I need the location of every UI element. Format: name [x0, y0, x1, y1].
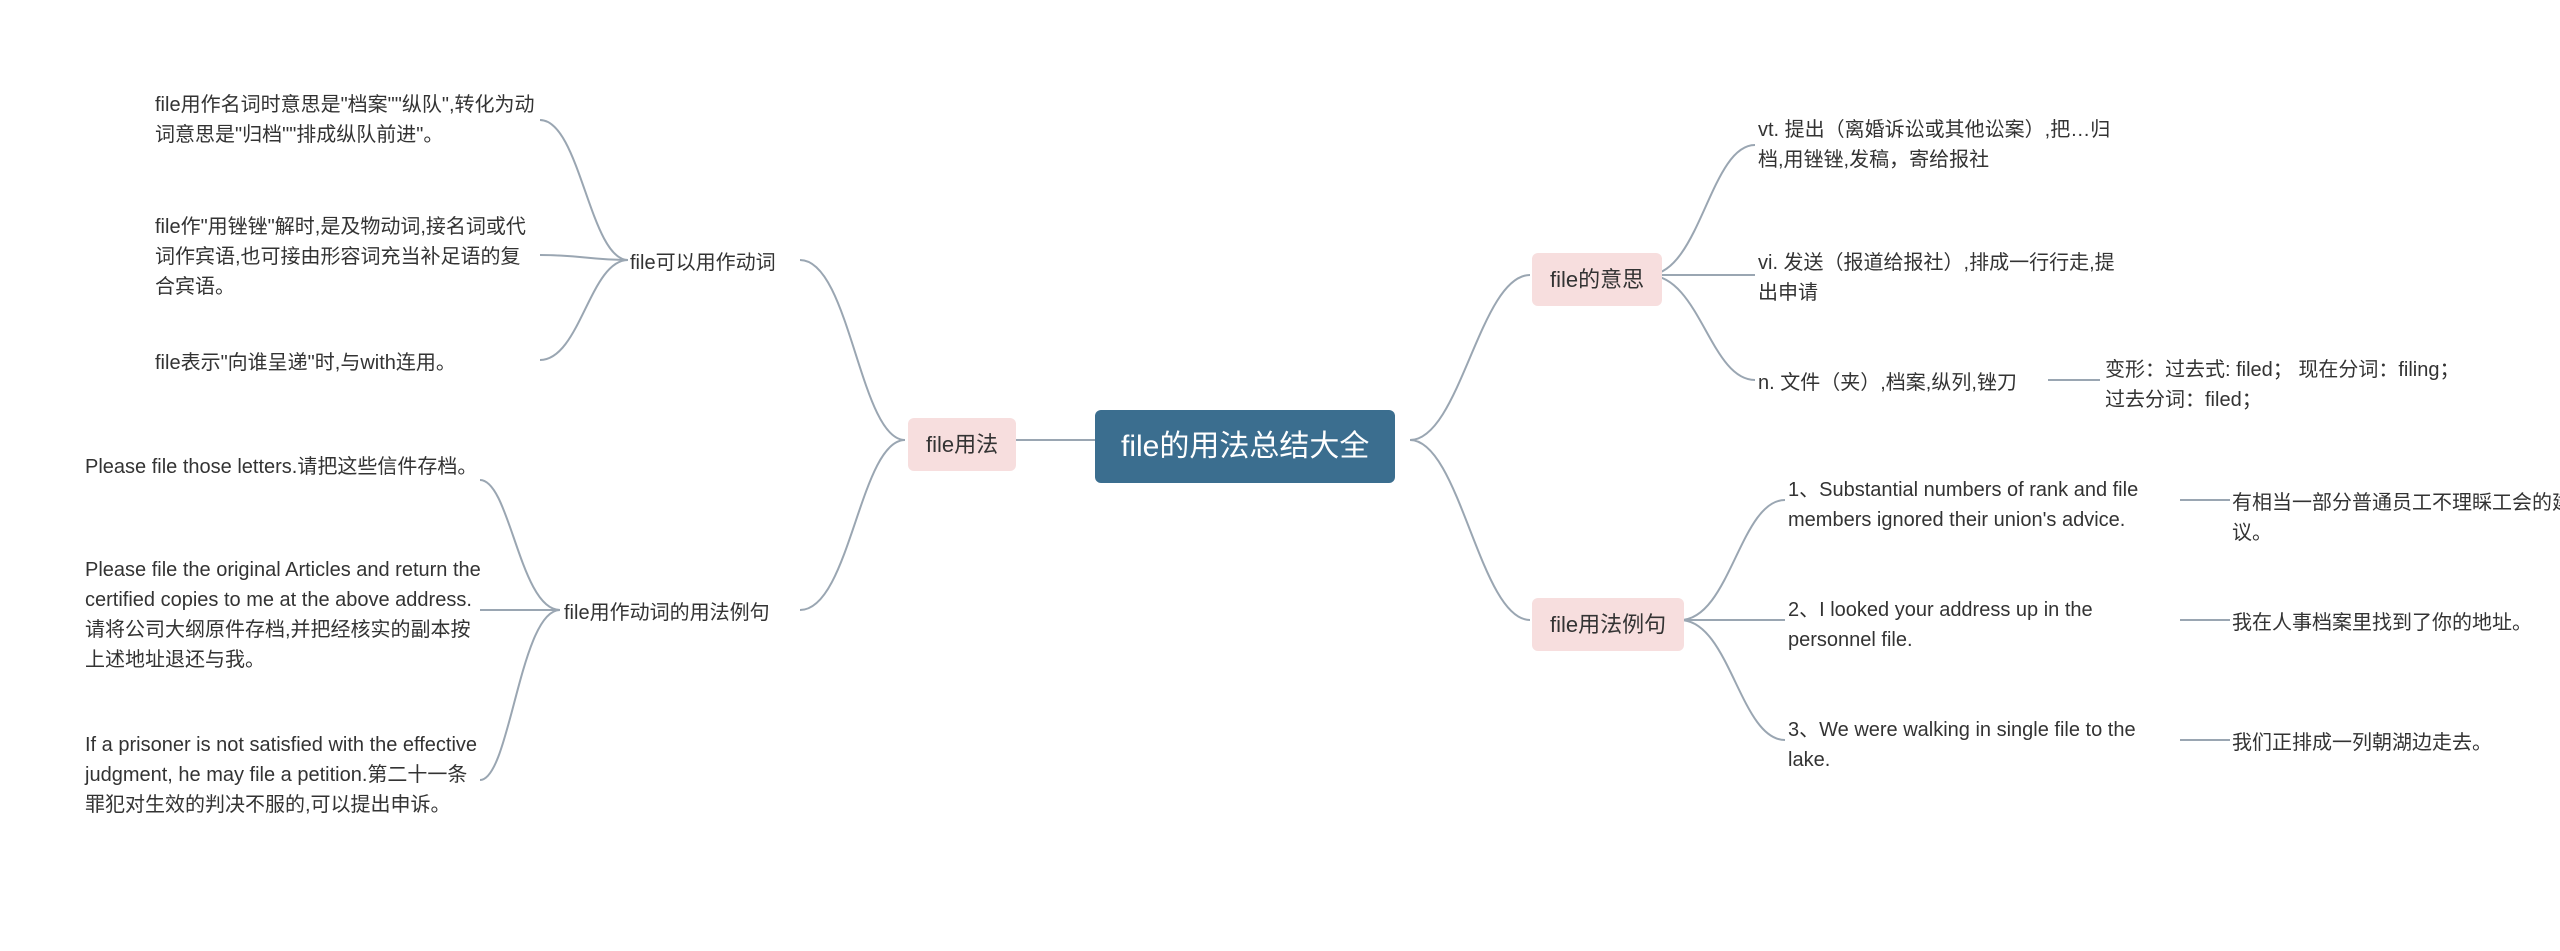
root-node[interactable]: file的用法总结大全 — [1095, 410, 1395, 483]
leaf-usage-verb-3: file表示"向谁呈递"时,与with连用。 — [155, 348, 535, 378]
leaf-meaning-n-extra: 变形：过去式: filed； 现在分词：filing； 过去分词：filed； — [2105, 355, 2485, 415]
leaf-meaning-vi: vi. 发送（报道给报社）,排成一行行走,提出申请 — [1758, 248, 2118, 308]
sub-usage-examples[interactable]: file用作动词的用法例句 — [564, 598, 770, 628]
leaf-usage-verb-1: file用作名词时意思是"档案""纵队",转化为动词意思是"归档""排成纵队前进… — [155, 90, 535, 150]
leaf-usage-ex-1: Please file those letters.请把这些信件存档。 — [85, 452, 485, 482]
leaf-ex-3-extra: 我们正排成一列朝湖边走去。 — [2232, 728, 2560, 758]
sub-usage-verb[interactable]: file可以用作动词 — [630, 248, 776, 278]
leaf-meaning-n: n. 文件（夹）,档案,纵列,锉刀 — [1758, 368, 2017, 398]
leaf-ex-1-extra: 有相当一部分普通员工不理睬工会的建议。 — [2232, 488, 2560, 548]
leaf-ex-1: 1、Substantial numbers of rank and file m… — [1788, 475, 2178, 535]
leaf-usage-ex-2: Please file the original Articles and re… — [85, 555, 485, 675]
branch-usage[interactable]: file用法 — [908, 418, 1016, 471]
leaf-usage-verb-2: file作"用锉锉"解时,是及物动词,接名词或代词作宾语,也可接由形容词充当补足… — [155, 212, 535, 302]
leaf-usage-ex-3: If a prisoner is not satisfied with the … — [85, 730, 485, 820]
branch-meaning[interactable]: file的意思 — [1532, 253, 1662, 306]
leaf-ex-2: 2、I looked your address up in the person… — [1788, 595, 2178, 655]
leaf-meaning-vt: vt. 提出（离婚诉讼或其他讼案）,把…归档,用锉锉,发稿，寄给报社 — [1758, 115, 2118, 175]
leaf-ex-2-extra: 我在人事档案里找到了你的地址。 — [2232, 608, 2560, 638]
leaf-ex-3: 3、We were walking in single file to the … — [1788, 715, 2178, 775]
branch-examples[interactable]: file用法例句 — [1532, 598, 1684, 651]
